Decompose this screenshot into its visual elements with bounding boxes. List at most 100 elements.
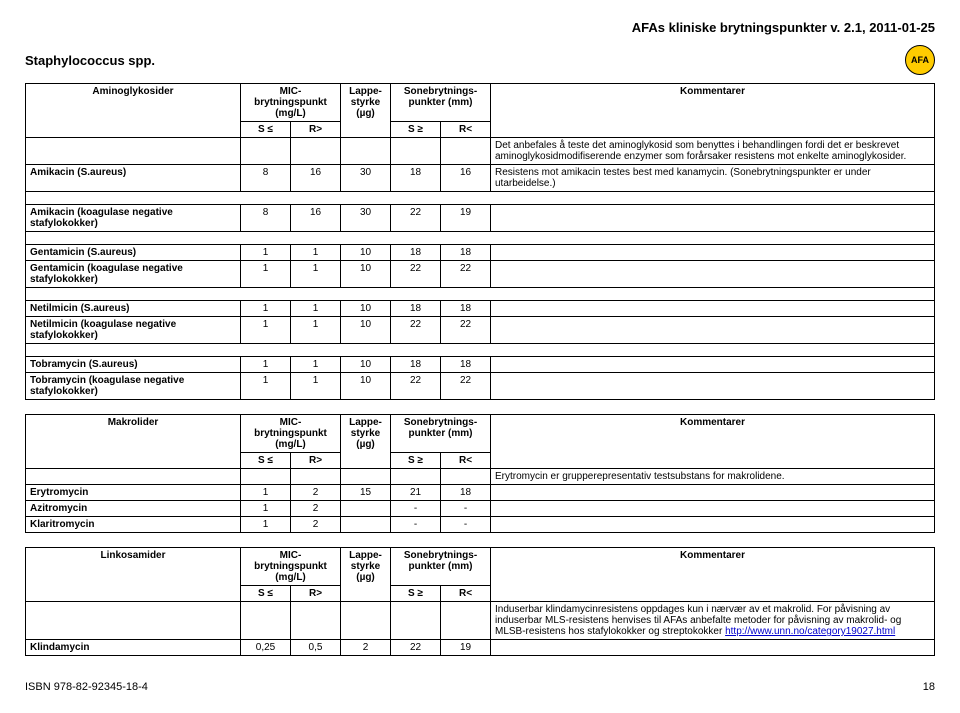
- cell-lappe: 10: [341, 301, 391, 317]
- table-row: Gentamicin (S.aureus) 1 1 10 18 18: [26, 245, 935, 261]
- section-table: Makrolider MIC-brytningspunkt (mg/L) Lap…: [25, 414, 935, 533]
- pre-comment-row: Det anbefales å teste det aminoglykosid …: [26, 138, 935, 165]
- pre-comment-row: Erytromycin er grupperepresentativ tests…: [26, 469, 935, 485]
- section-table: Linkosamider MIC-brytningspunkt (mg/L) L…: [25, 547, 935, 656]
- cell-s1: 8: [241, 165, 291, 192]
- r-gt-header: R>: [291, 586, 341, 602]
- footer-isbn: ISBN 978-82-92345-18-4: [25, 681, 148, 693]
- cell-lappe: [341, 501, 391, 517]
- cell-r2: 22: [441, 373, 491, 400]
- cell-s2: 22: [391, 317, 441, 344]
- row-name: Netilmicin (S.aureus): [26, 301, 241, 317]
- cell-comment: [491, 205, 935, 232]
- cell-s1: 0,25: [241, 640, 291, 656]
- cell-r2: 18: [441, 245, 491, 261]
- row-name: Azitromycin: [26, 501, 241, 517]
- cell-comment: [491, 317, 935, 344]
- r-lt-header: R<: [441, 586, 491, 602]
- cell-r1: 16: [291, 205, 341, 232]
- s-ge-header: S ≥: [391, 122, 441, 138]
- cell-comment: [491, 301, 935, 317]
- cell-r1: 2: [291, 485, 341, 501]
- table-row: Tobramycin (S.aureus) 1 1 10 18 18: [26, 357, 935, 373]
- row-name: Klaritromycin: [26, 517, 241, 533]
- cell-comment: [491, 261, 935, 288]
- komm-header: Kommentarer: [491, 415, 935, 469]
- cell-lappe: [341, 517, 391, 533]
- cell-r1: 16: [291, 165, 341, 192]
- cell-r2: -: [441, 501, 491, 517]
- cell-s1: 1: [241, 317, 291, 344]
- cell-r1: 1: [291, 357, 341, 373]
- header-version: AFAs kliniske brytningspunkter v. 2.1, 2…: [632, 20, 935, 35]
- cell-r1: 0,5: [291, 640, 341, 656]
- cell-s1: 1: [241, 261, 291, 288]
- row-name: Gentamicin (S.aureus): [26, 245, 241, 261]
- row-name: Erytromycin: [26, 485, 241, 501]
- mic-header: MIC-brytningspunkt (mg/L): [241, 548, 341, 586]
- s-ge-header: S ≥: [391, 453, 441, 469]
- row-name: Klindamycin: [26, 640, 241, 656]
- cell-lappe: 10: [341, 373, 391, 400]
- table-row: Azitromycin 1 2 - -: [26, 501, 935, 517]
- cell-r1: 1: [291, 261, 341, 288]
- row-name: Amikacin (koagulase negative stafylokokk…: [26, 205, 241, 232]
- cell-lappe: 30: [341, 165, 391, 192]
- cell-s2: 18: [391, 165, 441, 192]
- cell-comment: [491, 357, 935, 373]
- cell-s2: 22: [391, 205, 441, 232]
- cell-r1: 1: [291, 373, 341, 400]
- sone-header: Sonebrytnings-punkter (mm): [391, 548, 491, 586]
- r-gt-header: R>: [291, 453, 341, 469]
- cell-r2: 18: [441, 301, 491, 317]
- cell-comment: [491, 501, 935, 517]
- r-lt-header: R<: [441, 122, 491, 138]
- cell-r1: 2: [291, 517, 341, 533]
- row-name: Tobramycin (S.aureus): [26, 357, 241, 373]
- s-le-header: S ≤: [241, 122, 291, 138]
- section-table: Aminoglykosider MIC-brytningspunkt (mg/L…: [25, 83, 935, 400]
- cell-s1: 1: [241, 501, 291, 517]
- cell-r1: 1: [291, 301, 341, 317]
- table-row: Amikacin (S.aureus) 8 16 30 18 16 Resist…: [26, 165, 935, 192]
- cell-lappe: 15: [341, 485, 391, 501]
- cell-r2: 16: [441, 165, 491, 192]
- cell-lappe: 10: [341, 317, 391, 344]
- lappe-header: Lappe-styrke (µg): [341, 415, 391, 469]
- r-gt-header: R>: [291, 122, 341, 138]
- group-header: Linkosamider: [26, 548, 241, 602]
- sone-header: Sonebrytnings-punkter (mm): [391, 84, 491, 122]
- cell-r2: -: [441, 517, 491, 533]
- komm-header: Kommentarer: [491, 84, 935, 138]
- table-row: Gentamicin (koagulase negative stafyloko…: [26, 261, 935, 288]
- sone-header: Sonebrytnings-punkter (mm): [391, 415, 491, 453]
- mic-header: MIC-brytningspunkt (mg/L): [241, 415, 341, 453]
- cell-comment: [491, 640, 935, 656]
- cell-r2: 18: [441, 357, 491, 373]
- pre-comment: Det anbefales å teste det aminoglykosid …: [491, 138, 935, 165]
- lappe-header: Lappe-styrke (µg): [341, 548, 391, 602]
- table-row: Amikacin (koagulase negative stafylokokk…: [26, 205, 935, 232]
- s-ge-header: S ≥: [391, 586, 441, 602]
- cell-lappe: 30: [341, 205, 391, 232]
- group-header: Aminoglykosider: [26, 84, 241, 138]
- cell-r2: 22: [441, 261, 491, 288]
- cell-r2: 22: [441, 317, 491, 344]
- table-row: Tobramycin (koagulase negative stafyloko…: [26, 373, 935, 400]
- row-name: Gentamicin (koagulase negative stafyloko…: [26, 261, 241, 288]
- cell-s2: 18: [391, 357, 441, 373]
- cell-r2: 19: [441, 640, 491, 656]
- afa-badge-icon: AFA: [905, 45, 935, 75]
- cell-r1: 2: [291, 501, 341, 517]
- cell-s2: -: [391, 501, 441, 517]
- cell-comment: [491, 485, 935, 501]
- lappe-header: Lappe-styrke (µg): [341, 84, 391, 138]
- cell-comment: [491, 373, 935, 400]
- cell-s1: 8: [241, 205, 291, 232]
- page-title: Staphylococcus spp.: [25, 53, 155, 68]
- cell-s1: 1: [241, 517, 291, 533]
- table-row: Erytromycin 1 2 15 21 18: [26, 485, 935, 501]
- cell-lappe: 10: [341, 261, 391, 288]
- cell-lappe: 10: [341, 245, 391, 261]
- cell-s1: 1: [241, 373, 291, 400]
